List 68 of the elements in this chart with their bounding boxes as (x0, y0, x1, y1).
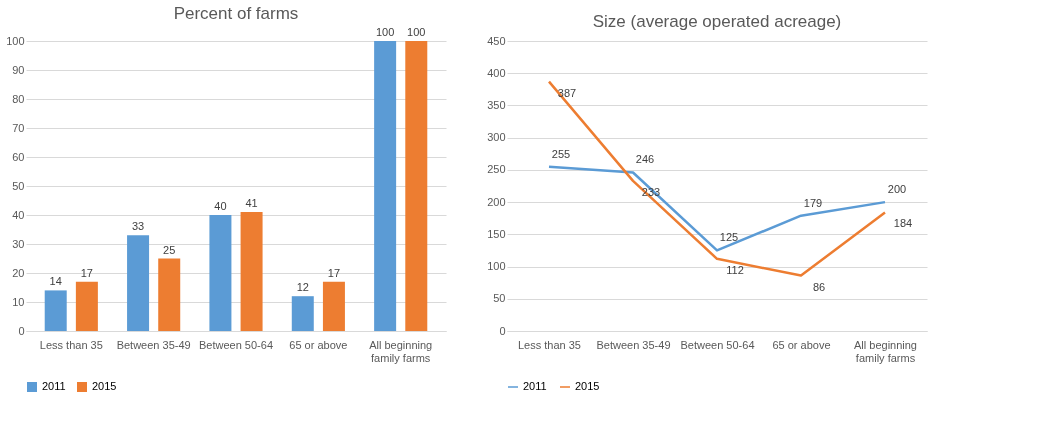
bar (291, 296, 314, 331)
data-label: 40 (214, 200, 227, 212)
x-tick-label: 65 or above (289, 338, 348, 351)
chart-title: Percent of farms (173, 4, 299, 23)
y-tick-label: 100 (6, 34, 25, 47)
data-label: 12 (296, 281, 309, 294)
line-series (547, 165, 887, 252)
y-tick-label: 50 (12, 179, 25, 192)
y-tick-label: 450 (487, 34, 506, 47)
x-tick-label: All beginning family farms (854, 338, 917, 364)
data-label: 112 (726, 263, 744, 276)
legend-label: 2011 (523, 380, 547, 392)
legend-label: 2015 (575, 380, 600, 392)
data-label: 246 (635, 153, 655, 166)
y-tick-label: 20 (12, 266, 25, 279)
y-tick-label: 0 (18, 324, 25, 337)
bar (374, 41, 397, 331)
data-label: 17 (80, 266, 93, 279)
data-label: 86 (812, 280, 826, 293)
y-tick-label: 30 (12, 237, 25, 250)
data-label: 25 (163, 243, 176, 256)
data-label: 14 (49, 275, 62, 288)
bar (75, 281, 98, 331)
x-tick-label: All beginning family farms (369, 338, 433, 364)
legend-label: 2011 (42, 380, 66, 392)
bar (127, 235, 150, 331)
y-tick-label: 0 (499, 324, 506, 337)
x-tick-label: Between 50-64 (199, 338, 273, 351)
y-tick-label: 350 (487, 98, 506, 111)
x-tick-label: Between 35-49 (116, 338, 191, 351)
data-label: 33 (131, 220, 145, 233)
data-label: 184 (893, 217, 913, 230)
y-tick-label: 150 (487, 227, 506, 240)
y-tick-label: 200 (487, 195, 506, 208)
line-series (547, 80, 887, 277)
data-label: 255 (551, 147, 571, 160)
data-label: 17 (327, 266, 341, 279)
y-tick-label: 400 (487, 66, 506, 79)
x-tick-label: Less than 35 (518, 338, 581, 351)
bar (240, 212, 263, 331)
data-label: 100 (407, 26, 426, 38)
bar (322, 281, 345, 331)
data-label: 200 (887, 183, 907, 196)
bar (405, 41, 428, 331)
y-tick-label: 60 (12, 150, 25, 163)
x-tick-label: 65 or above (772, 338, 831, 351)
data-label: 125 (719, 231, 739, 244)
y-tick-label: 70 (12, 121, 25, 134)
y-tick-label: 300 (487, 131, 506, 144)
chart-title: Size (average operated acreage) (592, 12, 842, 31)
bar (158, 258, 181, 331)
y-tick-label: 90 (12, 63, 25, 76)
y-tick-label: 50 (493, 292, 506, 305)
y-tick-label: 80 (12, 92, 25, 105)
data-label: 179 (803, 196, 823, 209)
x-tick-label: Less than 35 (39, 338, 103, 351)
x-tick-label: Between 50-64 (680, 338, 755, 351)
y-tick-label: 10 (12, 295, 25, 308)
legend-label: 2015 (92, 380, 117, 392)
y-tick-label: 250 (487, 163, 506, 176)
y-tick-label: 40 (12, 208, 25, 221)
y-tick-label: 100 (487, 260, 506, 273)
data-label: 41 (245, 197, 258, 210)
data-label: 100 (375, 26, 395, 38)
data-label: 387 (557, 86, 577, 99)
x-tick-label: Between 35-49 (596, 338, 671, 351)
bar (44, 290, 67, 331)
bar (209, 215, 232, 331)
